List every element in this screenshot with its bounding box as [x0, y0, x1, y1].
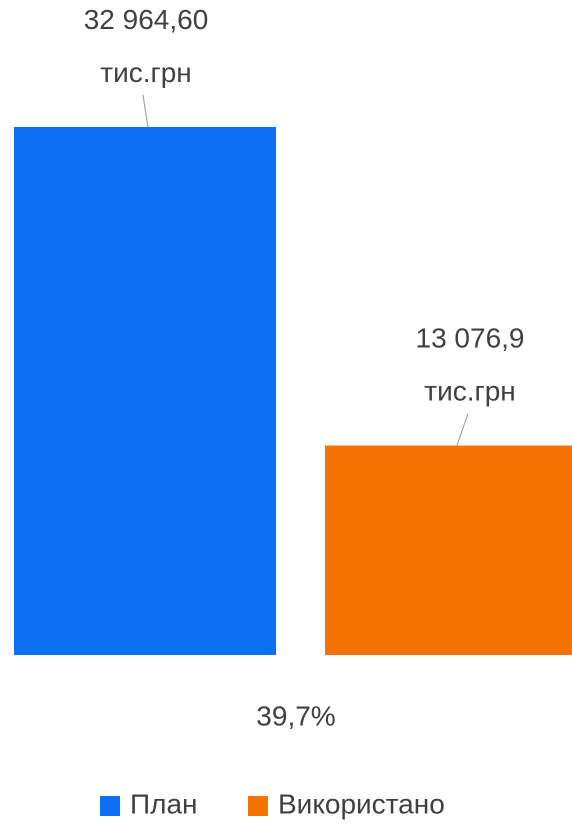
data-label-line: 32 964,60 — [84, 4, 209, 35]
annotation: 39,7% — [256, 700, 335, 731]
data-label: 13 076,9 тис.грн — [416, 323, 525, 407]
legend-label: План — [130, 788, 198, 819]
legend-swatch — [248, 796, 268, 816]
leader-line — [142, 94, 149, 128]
legend-swatch — [100, 796, 120, 816]
leader-line — [456, 413, 469, 446]
data-label-line: 13 076,9 — [416, 323, 525, 354]
legend-label: Використано — [278, 788, 445, 819]
data-label-line: тис.грн — [100, 57, 192, 88]
data-label: 32 964,60 тис.грн — [84, 4, 209, 88]
bar — [14, 127, 276, 655]
bar — [325, 445, 572, 655]
data-label-line: тис.грн — [424, 376, 516, 407]
